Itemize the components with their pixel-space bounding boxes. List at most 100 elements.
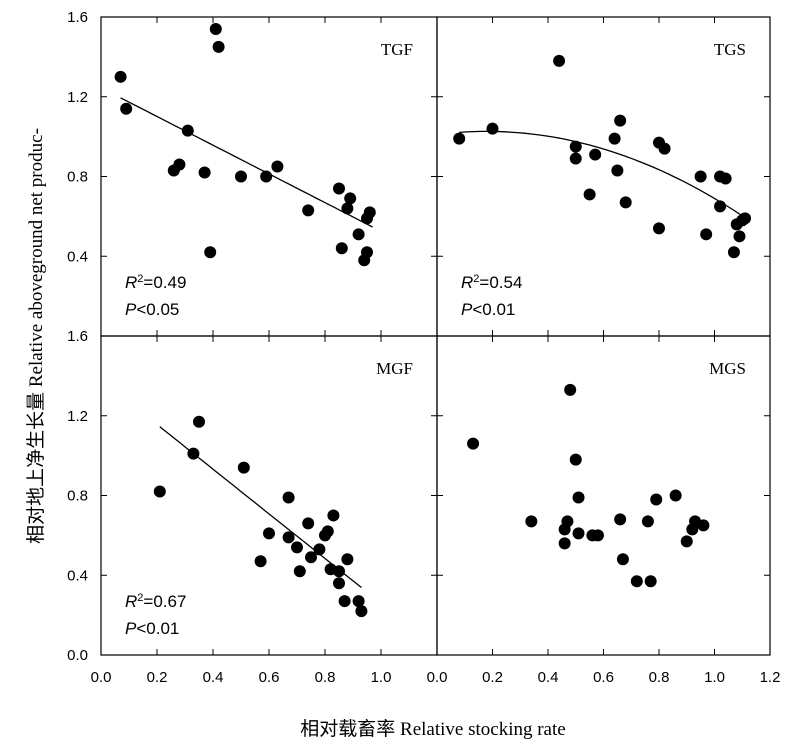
x-tick-label: 1.2 bbox=[760, 669, 781, 686]
data-point bbox=[644, 575, 657, 588]
data-point bbox=[569, 453, 582, 466]
fit-line bbox=[459, 130, 749, 221]
r-squared-value: =0.54 bbox=[479, 273, 522, 292]
data-point bbox=[305, 551, 317, 564]
y-axis-label: 相对地上净生长量 Relative aboveground net produc… bbox=[25, 128, 47, 544]
data-point bbox=[321, 525, 334, 538]
data-point bbox=[209, 22, 222, 35]
x-tick-label: 0.2 bbox=[482, 669, 503, 686]
data-point bbox=[700, 228, 713, 241]
y-tick-label: 0.0 bbox=[67, 647, 88, 664]
p-value: <0.01 bbox=[472, 300, 515, 319]
data-point bbox=[302, 517, 315, 530]
data-point bbox=[198, 166, 211, 179]
r-superscript: 2 bbox=[473, 273, 479, 285]
panel-frame bbox=[436, 335, 771, 656]
x-tick-label: 0.2 bbox=[147, 669, 168, 686]
x-axis-label: 相对载畜率 Relative stocking rate bbox=[300, 718, 565, 740]
data-point bbox=[204, 246, 217, 259]
data-point bbox=[727, 246, 740, 259]
data-point bbox=[553, 54, 566, 67]
data-point bbox=[341, 202, 354, 215]
p-symbol: P bbox=[125, 300, 137, 319]
data-point bbox=[714, 200, 727, 213]
panel-title: MGF bbox=[376, 359, 413, 378]
r-squared-value: =0.67 bbox=[143, 592, 186, 611]
data-point bbox=[591, 529, 604, 542]
data-point bbox=[352, 595, 365, 608]
data-point bbox=[235, 170, 247, 183]
axes-text: 相对载畜率 Relative stocking rate 相对地上净生长量 Re… bbox=[25, 9, 780, 740]
p-symbol: P bbox=[125, 619, 137, 638]
x-tick-label: 0.4 bbox=[538, 669, 559, 686]
x-tick-label: 0.0 bbox=[427, 669, 448, 686]
x-tick-label: 0.8 bbox=[649, 669, 670, 686]
data-point bbox=[338, 595, 351, 608]
data-point bbox=[569, 152, 582, 165]
data-point bbox=[260, 170, 273, 183]
panel-mgf: MGF R2=0.67 P<0.01 bbox=[100, 335, 438, 656]
data-point bbox=[352, 228, 365, 241]
data-point bbox=[212, 40, 225, 53]
data-point bbox=[619, 196, 632, 209]
y-tick-label: 0.8 bbox=[67, 488, 88, 505]
p-value-label: P<0.05 bbox=[125, 300, 179, 319]
r-superscript: 2 bbox=[137, 592, 143, 604]
p-value-label: P<0.01 bbox=[461, 300, 515, 319]
r-squared-label: R2=0.54 bbox=[461, 273, 522, 292]
panels-group: TGFR2=0.49P<0.05TGSR2=0.54P<0.01MGFR2=0.… bbox=[100, 16, 771, 656]
fit-line bbox=[120, 97, 373, 228]
data-point bbox=[608, 132, 621, 145]
data-point bbox=[333, 182, 345, 195]
data-point bbox=[263, 527, 275, 540]
data-point bbox=[658, 142, 671, 155]
data-point bbox=[271, 160, 284, 173]
x-tick-label: 0.0 bbox=[91, 669, 112, 686]
data-point bbox=[525, 515, 538, 528]
data-point bbox=[114, 70, 127, 83]
x-tick-label: 0.4 bbox=[203, 669, 224, 686]
r-symbol: R bbox=[461, 273, 473, 292]
data-point bbox=[363, 206, 376, 219]
data-point bbox=[614, 513, 627, 526]
data-point bbox=[561, 515, 574, 528]
data-point bbox=[282, 491, 295, 504]
panel-title: TGS bbox=[714, 40, 746, 59]
data-point bbox=[254, 555, 267, 568]
y-tick-label: 1.2 bbox=[67, 408, 88, 425]
data-point bbox=[293, 565, 306, 578]
data-point bbox=[181, 124, 194, 137]
r-squared-label: R2=0.49 bbox=[125, 273, 186, 292]
r-symbol: R bbox=[125, 273, 137, 292]
y-tick-label: 0.8 bbox=[67, 169, 88, 186]
data-point bbox=[173, 158, 186, 171]
data-point bbox=[611, 164, 624, 177]
data-point bbox=[341, 553, 354, 566]
data-point bbox=[302, 204, 315, 217]
data-point bbox=[187, 447, 200, 460]
panel-tgs: TGS R2=0.54 P<0.01 bbox=[436, 16, 771, 337]
x-tick-label: 1.0 bbox=[371, 669, 392, 686]
data-point bbox=[630, 575, 643, 588]
data-point bbox=[680, 535, 693, 548]
data-point bbox=[694, 170, 707, 183]
p-value: <0.01 bbox=[136, 619, 179, 638]
data-point bbox=[669, 489, 682, 502]
panel-mgs: MGS bbox=[436, 335, 771, 656]
panel-title: TGF bbox=[381, 40, 413, 59]
data-point bbox=[361, 246, 373, 259]
r-squared-label: R2=0.67 bbox=[125, 592, 186, 611]
data-point bbox=[193, 415, 205, 428]
data-point bbox=[569, 140, 582, 153]
data-point bbox=[327, 509, 340, 522]
data-point bbox=[344, 192, 357, 205]
data-point bbox=[120, 102, 133, 115]
x-tick-label: 1.0 bbox=[704, 669, 725, 686]
data-point bbox=[583, 188, 596, 201]
r-squared-value: =0.49 bbox=[143, 273, 186, 292]
y-tick-label: 0.4 bbox=[67, 248, 88, 265]
data-point bbox=[614, 114, 627, 127]
data-point bbox=[650, 493, 663, 506]
data-point bbox=[282, 531, 295, 544]
